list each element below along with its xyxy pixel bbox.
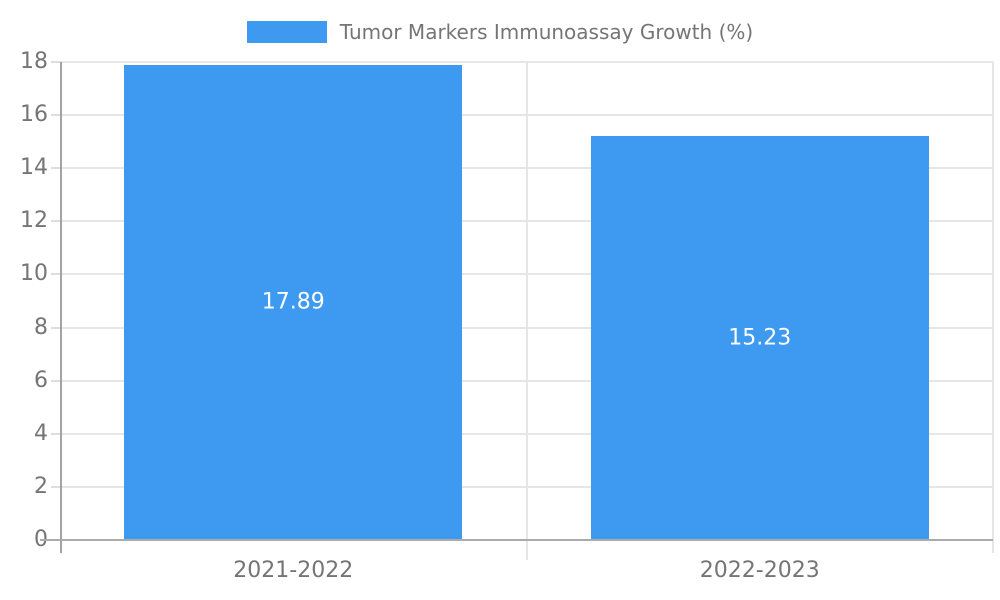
y-tick-label: 12 (20, 208, 48, 234)
gridline-vertical (992, 62, 994, 553)
y-tick-label: 2 (34, 473, 48, 499)
legend-swatch-icon (246, 21, 327, 43)
y-axis-tick (51, 326, 60, 329)
bar-value-label: 15.23 (728, 325, 792, 351)
y-axis-tick (51, 220, 60, 223)
plot-area: 17.89 15.23 (60, 61, 994, 560)
y-axis-tick (51, 432, 60, 435)
bar-2022-2023[interactable]: 15.23 (590, 135, 929, 540)
x-axis-line (40, 539, 993, 541)
y-tick-label: 8 (34, 314, 48, 340)
chart-legend: Tumor Markers Immunoassay Growth (%) (0, 20, 1000, 44)
x-tick-label: 2022-2023 (699, 558, 820, 583)
x-tick-label: 2021-2022 (233, 558, 354, 583)
y-tick-label: 4 (34, 420, 48, 446)
y-axis-tick (51, 61, 60, 63)
y-axis-tick (51, 485, 60, 488)
y-tick-label: 6 (34, 367, 48, 393)
gridline-vertical (525, 62, 528, 560)
y-tick-label: 16 (20, 102, 48, 128)
bar-2021-2022[interactable]: 17.89 (124, 64, 463, 540)
y-tick-label: 10 (20, 261, 48, 287)
y-axis-tick (51, 167, 60, 170)
y-tick-label: 18 (20, 49, 48, 74)
y-axis-tick (51, 379, 60, 382)
y-tick-label: 14 (20, 155, 48, 181)
y-axis-tick (51, 114, 60, 117)
y-axis-tick (51, 273, 60, 276)
bar-value-label: 17.89 (261, 289, 325, 315)
y-axis-line (60, 62, 62, 553)
legend-label: Tumor Markers Immunoassay Growth (%) (339, 20, 754, 44)
